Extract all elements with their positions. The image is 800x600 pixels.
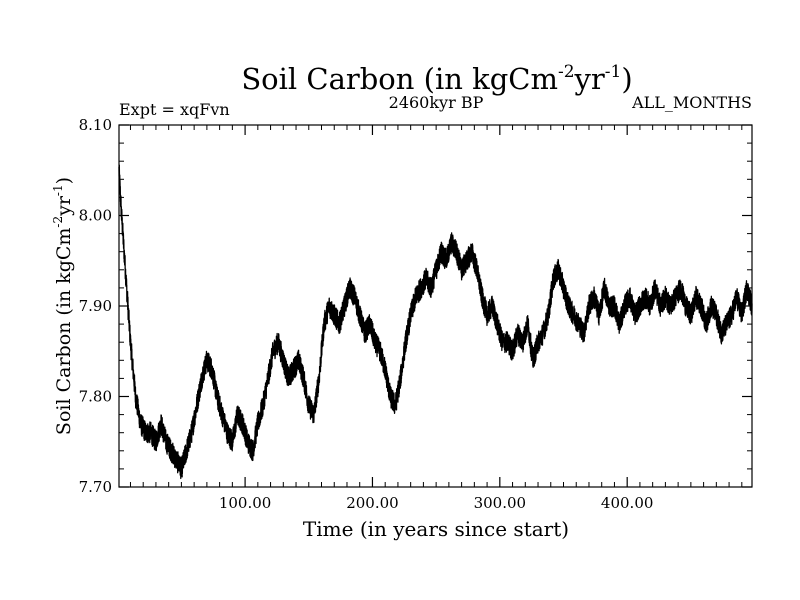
x-tick-label: 400.00 — [601, 494, 654, 512]
subtitle-right: ALL_MONTHS — [631, 93, 752, 112]
y-tick-label: 7.80 — [79, 388, 112, 406]
series-group — [118, 164, 753, 480]
x-tick-labels: 100.00 200.00 300.00 400.00 — [219, 494, 654, 512]
subtitle-center: 2460kyr BP — [389, 93, 484, 112]
y-tick-label: 8.10 — [79, 116, 112, 134]
y-tick-label: 7.90 — [79, 297, 112, 315]
y-tick-labels: 7.70 7.80 7.90 8.00 8.10 — [79, 116, 112, 496]
x-axis-label: Time (in years since start) — [303, 517, 569, 541]
chart-title: Soil Carbon (in kgCm-2yr-1) — [241, 62, 632, 96]
x-tick-label: 300.00 — [474, 494, 527, 512]
y-tick-label: 8.00 — [79, 207, 112, 225]
y-tick-label: 7.70 — [79, 478, 112, 496]
x-tick-label: 100.00 — [219, 494, 272, 512]
plot-frame — [118, 124, 753, 488]
minor-ticks — [119, 125, 752, 487]
y-axis-label: Soil Carbon (in kgCm-2yr-1) — [51, 177, 75, 435]
x-tick-label: 200.00 — [346, 494, 399, 512]
subtitle-left: Expt = xqFvn — [119, 100, 230, 119]
major-ticks — [119, 124, 752, 488]
series-line — [118, 164, 753, 480]
